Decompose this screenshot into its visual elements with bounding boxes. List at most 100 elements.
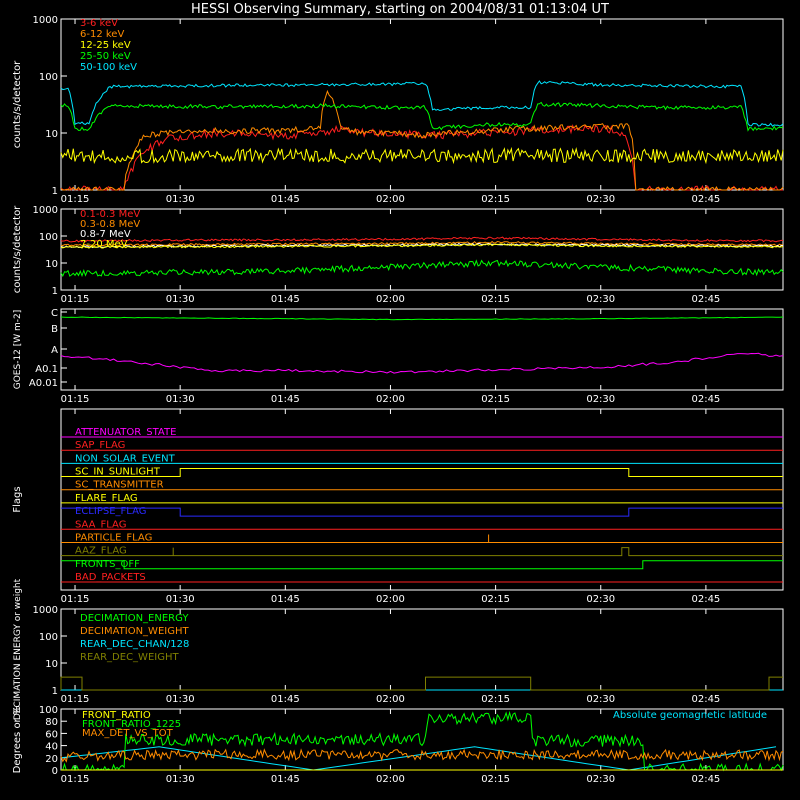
panel-4-xtick-label: 02:30 [586, 594, 615, 605]
panel-1-xtick-label: 02:30 [586, 194, 615, 205]
panel-4-flag-line-10 [61, 547, 783, 557]
panel-4-flag-label-4: SC_IN_SUNLIGHT [75, 467, 161, 478]
panel-2-series-4-line [60, 243, 784, 249]
panel-2-xtick-label: 01:30 [166, 294, 195, 305]
panel-5-ytick-label: 1000 [33, 605, 58, 616]
panel-6-xtick-label: 02:15 [481, 774, 510, 785]
panel-1-xtick-label: 02:15 [481, 194, 510, 205]
panel-4-flag-label-8: SAA_FLAG [75, 519, 126, 530]
panel-5-xtick-label: 02:30 [586, 694, 615, 705]
panel-3-xtick-label: 02:30 [586, 394, 615, 405]
panel-3-ylabel: GOES-12 [W m-2] [13, 310, 23, 390]
panel-6-xtick-label: 02:30 [586, 774, 615, 785]
panel-5-legend-3: REAR_DEC_CHAN/128 [80, 639, 189, 650]
panel-2-series-5-line [60, 259, 784, 278]
panel-4-frame [60, 408, 784, 591]
panel-2-xtick-label: 01:45 [271, 294, 300, 305]
panel-5-xtick-label: 01:30 [166, 694, 195, 705]
panel-6-legend-1: FRONT_RATIO [82, 710, 151, 721]
panel-2-ytick-label: 100 [39, 232, 58, 243]
panel-4-flag-label-1: ATTENUATOR_STATE [75, 427, 176, 438]
panel-5-xtick-label: 02:00 [376, 694, 405, 705]
panel-2-xtick-label: 02:15 [481, 294, 510, 305]
panel-3-xtick-label: 01:15 [61, 394, 90, 405]
panel-4-flag-label-5: SC_TRANSMITTER [75, 480, 164, 491]
panel-5-legend-2: DECIMATION_WEIGHT [80, 626, 189, 637]
panel-2-frame [60, 208, 784, 291]
panel-1-ytick-label: 10 [45, 129, 58, 140]
panel-5-xtick-label: 01:15 [61, 694, 90, 705]
panel-1-legend-3: 12-25 keV [80, 40, 131, 51]
panel-1-ytick-label: 1000 [33, 15, 58, 26]
panel-6-xtick-label: 01:30 [166, 774, 195, 785]
panel-4-flag-line-9 [61, 534, 783, 543]
panel-4-flag-label-7: ECLIPSE_FLAG [75, 506, 146, 517]
panel-1-frame [60, 18, 784, 191]
panel-6-xtick-label: 02:00 [376, 774, 405, 785]
panel-6-ylabel: Degrees or % [12, 706, 23, 774]
panel-5-ytick-label: 1 [52, 686, 58, 697]
panel-2-xtick-label: 02:00 [376, 294, 405, 305]
panel-3-xtick-label: 02:00 [376, 394, 405, 405]
panel-2-xtick-label: 02:45 [691, 294, 720, 305]
panel-3-ytick-label: A0.1 [35, 364, 58, 375]
panel-5-xtick-label: 01:45 [271, 694, 300, 705]
panel-6-ytick-label: 40 [45, 742, 58, 753]
panel-4-xtick-label: 02:15 [481, 594, 510, 605]
panel-2-series-1-line [60, 236, 783, 243]
panel-6-legend-3: MAX_DET_VS_TOT [82, 728, 174, 739]
panel-5-ytick-label: 100 [39, 632, 58, 643]
panel-4-flag-label-11: FRONTS_OFF [75, 559, 140, 570]
panel-6-series-3-line [60, 748, 784, 763]
panel-6-xtick-label: 01:45 [271, 774, 300, 785]
panel-4-flag-label-2: SAP_FLAG [75, 440, 125, 451]
panel-4-xtick-label: 01:15 [61, 594, 90, 605]
panel-4-flag-line-7 [61, 507, 783, 517]
panel-1-xtick-label: 02:00 [376, 194, 405, 205]
panel-5-legend-1: DECIMATION_ENERGY [80, 613, 189, 624]
panel-1-series-2-line [60, 89, 784, 191]
panel-6-series-4-line [60, 746, 777, 771]
panel-3-xtick-label: 01:30 [166, 394, 195, 405]
panel-4-ylabel: Flags [12, 486, 23, 512]
panel-4-flag-label-9: PARTICLE_FLAG [75, 532, 152, 543]
panel-6-ytick-label: 20 [45, 754, 58, 765]
panel-6-annotation: Absolute geomagnetic latitude [613, 710, 767, 721]
panel-6-ytick-label: 0 [52, 766, 58, 777]
panel-5-xtick-label: 02:15 [481, 694, 510, 705]
panel-4-flag-label-10: AAZ_FLAG [75, 546, 127, 557]
panel-4-flag-label-6: FLARE_FLAG [75, 493, 138, 504]
panel-3-ytick-label: B [51, 324, 58, 335]
panel-6-ytick-label: 60 [45, 729, 58, 740]
panel-5-ylabel: DECIMATION ENERGY or weight [13, 578, 23, 720]
panel-4-flag-label-3: NON_SOLAR_EVENT [75, 453, 176, 464]
panel-6-xtick-label: 02:45 [691, 774, 720, 785]
panel-1-ytick-label: 100 [39, 72, 58, 83]
panel-1-series-5-line [60, 80, 784, 127]
chart-title: HESSI Observing Summary, starting on 200… [191, 2, 609, 17]
panel-1-legend-4: 25-50 keV [80, 51, 131, 62]
panel-1-xtick-label: 01:15 [61, 194, 90, 205]
panel-4-flag-label-12: BAD_PACKETS [75, 572, 146, 583]
panel-2-legend-2: 0.3-0.8 MeV [80, 219, 140, 230]
panel-2-legend-1: 0.1-0.3 MeV [80, 209, 140, 220]
panel-1-ytick-label: 1 [52, 186, 58, 197]
panel-3-ytick-label: C [51, 308, 58, 319]
panel-1-xtick-label: 02:45 [691, 194, 720, 205]
panel-3-xtick-label: 02:45 [691, 394, 720, 405]
panel-4-xtick-label: 02:45 [691, 594, 720, 605]
panel-3-ytick-label: A0.01 [29, 378, 58, 389]
panel-5-ytick-label: 10 [45, 659, 58, 670]
panel-3-ytick-label: A [51, 345, 58, 356]
panel-6-series-2-line [60, 710, 784, 772]
panel-3-series-1-line [60, 316, 784, 321]
panel-1-series-3-line [60, 146, 784, 165]
panel-2-legend-3: 0.8-7 MeV [80, 229, 131, 240]
panel-1-ylabel: counts/s/detector [12, 60, 23, 148]
panel-3-xtick-label: 02:15 [481, 394, 510, 405]
panel-2-xtick-label: 01:15 [61, 294, 90, 305]
panel-6-ytick-label: 100 [39, 705, 58, 716]
panel-3-xtick-label: 01:45 [271, 394, 300, 405]
panel-1-xtick-label: 01:30 [166, 194, 195, 205]
